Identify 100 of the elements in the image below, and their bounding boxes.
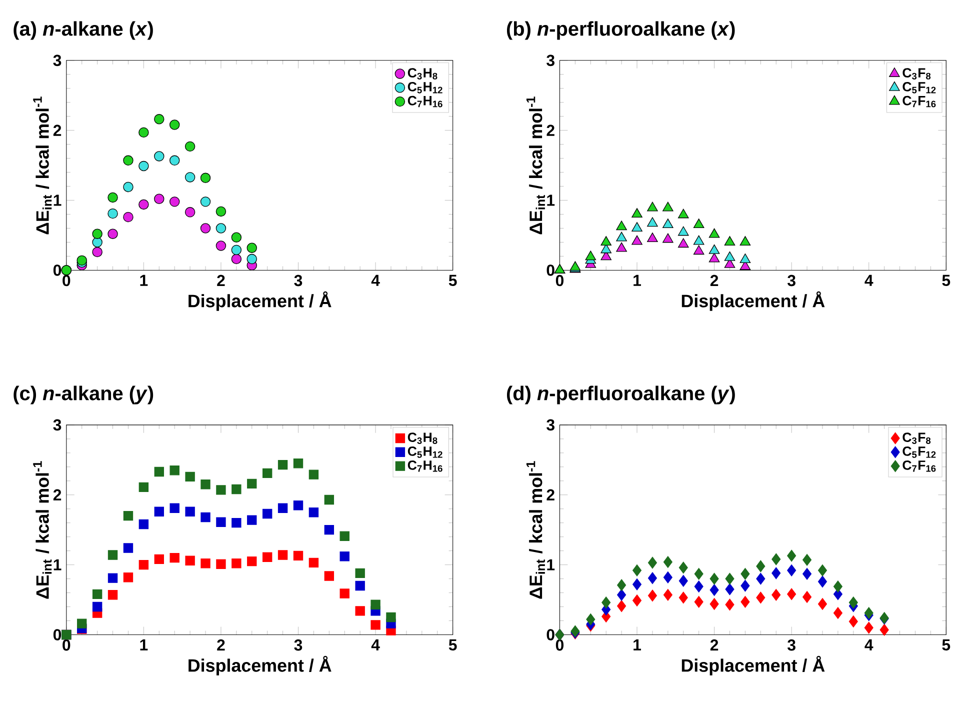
chart-title: (d) n-perfluoroalkane (y) [506, 386, 735, 404]
point [123, 182, 134, 192]
point [710, 572, 719, 584]
point [708, 252, 720, 262]
point [123, 510, 134, 520]
point [818, 575, 828, 588]
point [864, 622, 874, 634]
point [92, 246, 102, 257]
point [324, 524, 334, 534]
x-tick-label: 3 [294, 274, 302, 286]
point [92, 602, 102, 612]
point [92, 589, 102, 599]
point [77, 618, 87, 628]
x-tick-label: 0 [62, 639, 70, 650]
point [370, 620, 380, 630]
point [200, 512, 210, 522]
point [123, 155, 134, 166]
x-tick-label: 5 [448, 274, 457, 286]
point [662, 233, 674, 242]
point [802, 554, 812, 566]
point [232, 518, 242, 528]
y-tick-label: 0 [53, 628, 62, 640]
point [185, 556, 195, 566]
x-tick-label: 5 [942, 639, 950, 650]
x-tick-label: 1 [634, 639, 641, 650]
x-tick-label: 5 [448, 639, 457, 650]
point [647, 216, 658, 226]
y-axis-title: ΔE$_{int}$ / kcal mol$^{-1}$ [33, 96, 52, 234]
point [632, 564, 642, 576]
point [740, 253, 751, 263]
point [246, 242, 257, 253]
y-tick-label: 1 [54, 559, 62, 570]
point [185, 472, 195, 482]
point [708, 244, 720, 254]
point [138, 482, 149, 492]
point [740, 568, 750, 580]
point [693, 235, 704, 245]
point [787, 550, 796, 562]
point [787, 588, 796, 600]
legend-label: C$_{3}$H$_{8}$ [408, 432, 438, 444]
point [308, 470, 319, 480]
x-tick-label: 2 [710, 639, 718, 650]
point [169, 196, 180, 207]
point [324, 570, 334, 581]
point [216, 517, 226, 527]
x-tick-label: 2 [710, 274, 718, 286]
point [293, 550, 304, 560]
x-axis-title: Displacement / Å [682, 656, 825, 676]
point [756, 560, 766, 572]
y-tick-label: 2 [53, 489, 62, 500]
point [648, 556, 657, 568]
point [355, 568, 365, 578]
point [169, 155, 180, 166]
y-tick-label: 1 [547, 194, 555, 206]
point [247, 514, 257, 525]
point [632, 578, 642, 590]
point [694, 596, 704, 608]
legend-label: C$_{5}$F$_{12}$ [902, 446, 936, 458]
point [185, 506, 195, 516]
point [216, 206, 226, 216]
y-tick-label: 3 [546, 419, 554, 430]
y-tick-label: 3 [546, 54, 554, 66]
point [632, 222, 642, 232]
point [693, 244, 704, 254]
point [694, 568, 704, 580]
point [678, 208, 689, 218]
point [818, 598, 828, 610]
point [616, 232, 627, 242]
point [632, 594, 642, 606]
point [678, 561, 688, 574]
y-tick-label: 3 [53, 54, 62, 66]
point [200, 172, 211, 183]
point [170, 552, 180, 562]
point [632, 235, 642, 245]
point [308, 507, 319, 517]
point [756, 592, 766, 604]
point [138, 519, 149, 529]
x-axis-title: Displacement / Å [188, 291, 332, 311]
point [647, 232, 658, 242]
point [340, 588, 350, 598]
point [262, 468, 272, 478]
point [678, 238, 689, 248]
point [632, 208, 642, 218]
point [663, 571, 672, 584]
point [662, 218, 674, 228]
point [678, 592, 688, 604]
point [740, 596, 750, 608]
point [138, 160, 149, 171]
point [663, 588, 672, 601]
point [123, 212, 134, 222]
point [108, 192, 118, 202]
point [216, 484, 226, 495]
y-axis-title: ΔE$_{int}$ / kcal mol$^{-1}$ [526, 460, 546, 599]
point [200, 196, 211, 207]
point [154, 194, 164, 204]
point [833, 580, 842, 592]
point [108, 550, 118, 560]
x-tick-label: 4 [371, 639, 380, 650]
point [138, 560, 149, 570]
point [772, 588, 781, 601]
